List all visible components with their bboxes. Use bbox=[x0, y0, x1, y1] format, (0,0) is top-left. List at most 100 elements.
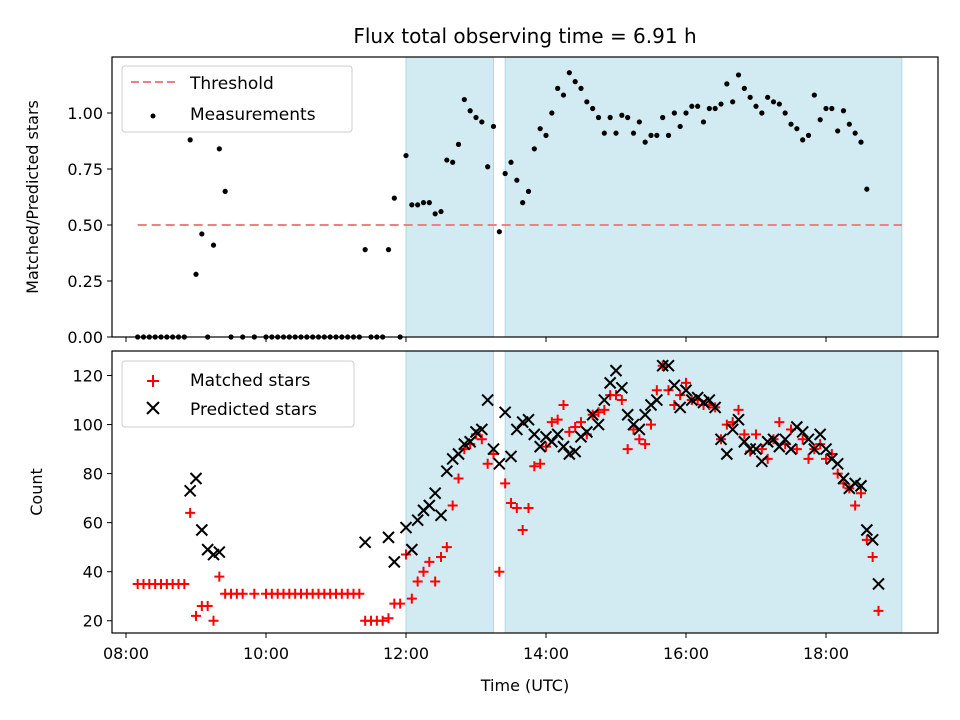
predicted-star-point bbox=[819, 442, 833, 456]
bot-y-tick-label: 20 bbox=[83, 612, 103, 631]
measurement-point bbox=[420, 200, 427, 206]
measurement-point bbox=[520, 200, 526, 206]
measurement-point bbox=[747, 94, 753, 100]
measurement-point bbox=[514, 177, 520, 183]
measurement-point bbox=[590, 105, 596, 112]
measurement-point bbox=[595, 114, 602, 121]
x-axis-label: Time (UTC) bbox=[480, 676, 569, 695]
predicted-star-point bbox=[358, 536, 372, 549]
bottom-panel: 20 40 60 80 100 120 08:00 10:00 12:00 14:00 16:00… bbox=[27, 350, 939, 695]
measurement-point bbox=[578, 85, 584, 91]
predicted-star-point bbox=[183, 484, 197, 497]
matched-star-point bbox=[681, 377, 691, 388]
predicted-star-point bbox=[195, 523, 209, 537]
predicted-star-point bbox=[808, 442, 821, 456]
predicted-star-point bbox=[603, 376, 617, 390]
measurement-point bbox=[193, 271, 199, 277]
predicted-star-point bbox=[778, 433, 792, 446]
predicted-star-point bbox=[598, 393, 611, 407]
measurement-point bbox=[572, 79, 578, 85]
measurement-point bbox=[479, 119, 485, 125]
measurement-point bbox=[199, 231, 205, 237]
matched-star-point bbox=[850, 500, 861, 511]
predicted-star-point bbox=[755, 455, 769, 468]
predicted-star-point bbox=[708, 401, 722, 414]
x-tick-label: 10:00 bbox=[243, 644, 289, 663]
predicted-star-point bbox=[796, 425, 809, 439]
matched-star-point bbox=[640, 439, 651, 450]
top-y-axis-label: Matched/Predicted stars bbox=[23, 100, 42, 294]
matched-star-point bbox=[867, 551, 878, 562]
predicted-star-point bbox=[528, 428, 541, 441]
measurement-point bbox=[490, 123, 497, 130]
measurement-point bbox=[537, 126, 543, 132]
predicted-star-point bbox=[592, 418, 605, 431]
legend-matched-label: Matched stars bbox=[190, 371, 310, 391]
measurement-point bbox=[671, 110, 677, 116]
predicted-star-point bbox=[388, 555, 401, 569]
top-legend: Threshold Measurements bbox=[121, 65, 353, 133]
measurement-point bbox=[601, 130, 607, 136]
top-legend-box bbox=[121, 65, 353, 133]
matched-star-point bbox=[354, 588, 365, 599]
predicted-star-point bbox=[662, 359, 675, 372]
predicted-star-point bbox=[568, 445, 582, 458]
measurement-point bbox=[450, 159, 456, 165]
x-tick-label: 14:00 bbox=[523, 644, 569, 663]
matched-star-point bbox=[611, 390, 621, 401]
chart-title: Flux total observing time = 6.91 h bbox=[353, 24, 696, 48]
predicted-star-point bbox=[475, 423, 489, 436]
measurement-point bbox=[864, 186, 870, 192]
bot-observing-span-1 bbox=[504, 350, 903, 634]
measurement-point bbox=[800, 137, 806, 143]
predicted-star-point bbox=[668, 379, 681, 392]
predicted-star-point bbox=[434, 509, 448, 522]
matched-star-point bbox=[185, 507, 196, 518]
matched-star-point bbox=[856, 488, 866, 499]
measurement-point bbox=[648, 132, 654, 138]
matched-star-point bbox=[383, 613, 394, 624]
measurement-point bbox=[712, 105, 718, 112]
measurement-point bbox=[706, 105, 712, 112]
predicted-star-point bbox=[679, 384, 693, 397]
matched-star-point bbox=[249, 588, 260, 599]
matched-star-point bbox=[395, 598, 406, 609]
matched-star-point bbox=[616, 395, 627, 406]
matched-star-point bbox=[208, 615, 219, 626]
measurement-point bbox=[485, 164, 491, 170]
predicted-star-point bbox=[638, 408, 652, 421]
measurement-point bbox=[811, 92, 817, 98]
matched-star-point bbox=[494, 566, 505, 577]
matched-star-point bbox=[482, 458, 493, 469]
matched-star-point bbox=[441, 542, 452, 553]
measurement-point bbox=[770, 99, 777, 105]
measurement-point bbox=[473, 114, 479, 121]
matched-star-point bbox=[646, 419, 656, 430]
predicted-star-point bbox=[609, 364, 623, 377]
matched-star-point bbox=[424, 556, 435, 567]
measurement-point bbox=[187, 137, 193, 143]
matched-star-point bbox=[406, 593, 417, 604]
x-tick-label: 18:00 bbox=[803, 644, 849, 663]
predicted-star-point bbox=[714, 433, 728, 446]
predicted-star-point bbox=[510, 423, 524, 436]
measurement-point bbox=[426, 200, 432, 206]
matched-star-point bbox=[447, 500, 458, 511]
predicted-star-point bbox=[860, 523, 874, 537]
matched-star-point bbox=[861, 534, 872, 545]
matched-star-point bbox=[436, 551, 446, 562]
matched-star-point bbox=[821, 453, 831, 464]
top-y-tick-label: 0.00 bbox=[67, 328, 103, 347]
matched-star-point bbox=[523, 502, 534, 513]
measurement-point bbox=[444, 157, 450, 163]
predicted-star-point bbox=[493, 457, 506, 471]
predicted-star-point bbox=[557, 440, 570, 453]
measurement-point bbox=[630, 130, 637, 136]
predicted-star-point bbox=[743, 442, 757, 456]
measurement-point bbox=[432, 211, 438, 217]
measurement-point bbox=[525, 188, 532, 194]
matched-star-point bbox=[751, 429, 761, 440]
matched-star-point bbox=[552, 414, 563, 425]
matched-star-point bbox=[179, 578, 190, 589]
matched-star-point bbox=[418, 566, 429, 577]
